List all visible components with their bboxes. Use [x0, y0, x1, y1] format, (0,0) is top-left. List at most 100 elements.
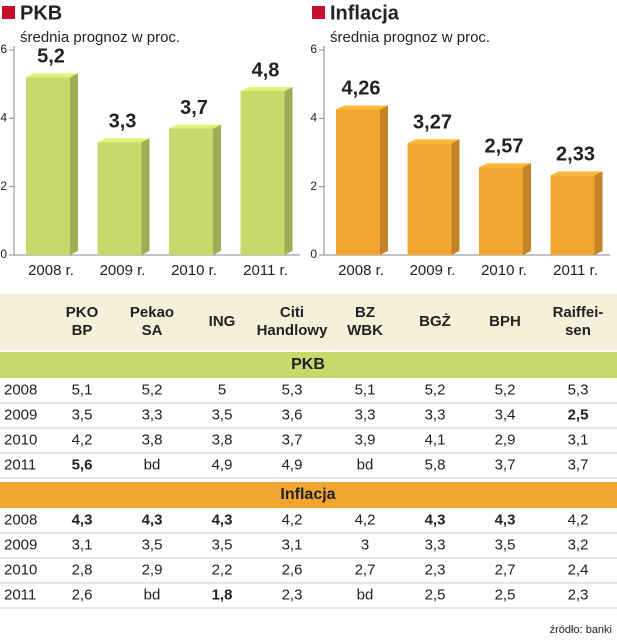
table-cell: 3,3 — [425, 406, 446, 423]
table-cell: 4,9 — [212, 456, 233, 473]
value-label: 3,3 — [109, 111, 137, 133]
legend-marker — [312, 6, 325, 19]
chart-subtitle: średnia prognoz w proc. — [330, 29, 490, 46]
column-header: Raiffei- — [553, 304, 604, 321]
table-cell: bd — [144, 456, 161, 473]
table-cell: 3,5 — [212, 406, 233, 423]
table-cell: 2,4 — [568, 561, 589, 578]
table-cell: 4,3 — [212, 511, 233, 528]
table-cell: 5,1 — [72, 381, 93, 398]
row-year: 2008 — [4, 511, 37, 528]
bar-side — [451, 139, 460, 255]
bar-top — [550, 171, 603, 176]
section-title: Inflacja — [280, 486, 335, 503]
row-year: 2010 — [4, 431, 37, 448]
table-cell: 3,7 — [282, 431, 303, 448]
table-cell: 4,3 — [142, 511, 163, 528]
table-header-bg — [0, 294, 617, 350]
column-header: BZ — [355, 304, 375, 321]
column-header: PKO — [66, 304, 99, 321]
table-cell: 3,3 — [355, 406, 376, 423]
table-cell: 2,5 — [495, 586, 516, 603]
legend-marker — [2, 6, 15, 19]
table-cell: 5,2 — [142, 381, 163, 398]
table-cell: 5,2 — [425, 381, 446, 398]
bar-side — [523, 163, 531, 255]
section-title: PKB — [291, 356, 325, 373]
table-cell: 5,2 — [495, 381, 516, 398]
table-cell: 3,5 — [212, 536, 233, 553]
value-label: 2,57 — [485, 135, 524, 157]
table-cell: bd — [357, 456, 374, 473]
table-cell: 4,3 — [495, 511, 516, 528]
column-header: SA — [142, 322, 163, 339]
column-header: Pekao — [130, 304, 174, 321]
y-tick-label: 6 — [0, 42, 7, 56]
table-cell: 2,9 — [495, 431, 516, 448]
table-cell: 5,8 — [425, 456, 446, 473]
y-tick-label: 2 — [310, 179, 317, 193]
x-tick-label: 2009 r. — [410, 262, 456, 279]
value-label: 4,8 — [252, 59, 280, 81]
table-cell: 2,8 — [72, 561, 93, 578]
value-label: 3,27 — [413, 112, 452, 134]
x-tick-label: 2011 r. — [243, 262, 288, 279]
column-header: sen — [565, 322, 591, 339]
table-cell: 4,3 — [72, 511, 93, 528]
y-tick-label: 4 — [310, 111, 317, 125]
x-tick-label: 2010 r. — [481, 262, 527, 279]
y-tick-label: 2 — [0, 179, 7, 193]
table-cell: 3,8 — [142, 431, 163, 448]
table-cell: 1,8 — [212, 586, 233, 603]
table-cell: bd — [357, 586, 374, 603]
column-header: Handlowy — [257, 322, 328, 339]
table-cell: 2,9 — [142, 561, 163, 578]
bar-side — [70, 73, 78, 255]
table-cell: 2,3 — [282, 586, 303, 603]
value-label: 2,33 — [556, 144, 595, 166]
table-cell: 3,1 — [282, 536, 303, 553]
table-cell: 3,7 — [568, 456, 589, 473]
bar — [336, 109, 380, 255]
row-year: 2011 — [4, 586, 36, 603]
table-cell: 4,2 — [568, 511, 589, 528]
table-cell: 2,6 — [282, 561, 303, 578]
table-cell: 3,5 — [142, 536, 163, 553]
bar-side — [594, 171, 603, 255]
bar — [550, 175, 595, 255]
bar-top — [479, 163, 531, 168]
x-tick-label: 2011 r. — [553, 262, 598, 279]
value-label: 5,2 — [37, 46, 65, 68]
bar — [407, 143, 452, 255]
y-tick-label: 6 — [310, 42, 317, 56]
row-year: 2009 — [4, 536, 37, 553]
table-cell: 3,7 — [495, 456, 516, 473]
bar-top — [240, 87, 293, 91]
table-cell: 2,7 — [355, 561, 376, 578]
bar — [97, 142, 142, 255]
table-cell: 5,3 — [282, 381, 303, 398]
bar-side — [141, 138, 150, 255]
table-cell: 4,3 — [425, 511, 446, 528]
column-header: BGŻ — [419, 313, 451, 330]
y-tick-label: 0 — [310, 247, 317, 261]
table-cell: 5,3 — [568, 381, 589, 398]
table-cell: 5 — [218, 381, 226, 398]
x-tick-label: 2008 r. — [338, 262, 384, 279]
table-cell: 3,9 — [355, 431, 376, 448]
table-cell: 4,2 — [355, 511, 376, 528]
section-band — [0, 482, 617, 508]
table-cell: 2,6 — [72, 586, 93, 603]
bar-top — [407, 139, 460, 144]
table-cell: 3,8 — [212, 431, 233, 448]
table-cell: 4,2 — [282, 511, 303, 528]
column-header: BP — [72, 322, 93, 339]
bar — [479, 167, 523, 255]
table-cell: bd — [144, 586, 161, 603]
column-header: BPH — [489, 313, 521, 330]
row-year: 2008 — [4, 381, 37, 398]
bar-top — [97, 138, 150, 143]
table-cell: 2,2 — [212, 561, 233, 578]
table-cell: 2,5 — [425, 586, 446, 603]
